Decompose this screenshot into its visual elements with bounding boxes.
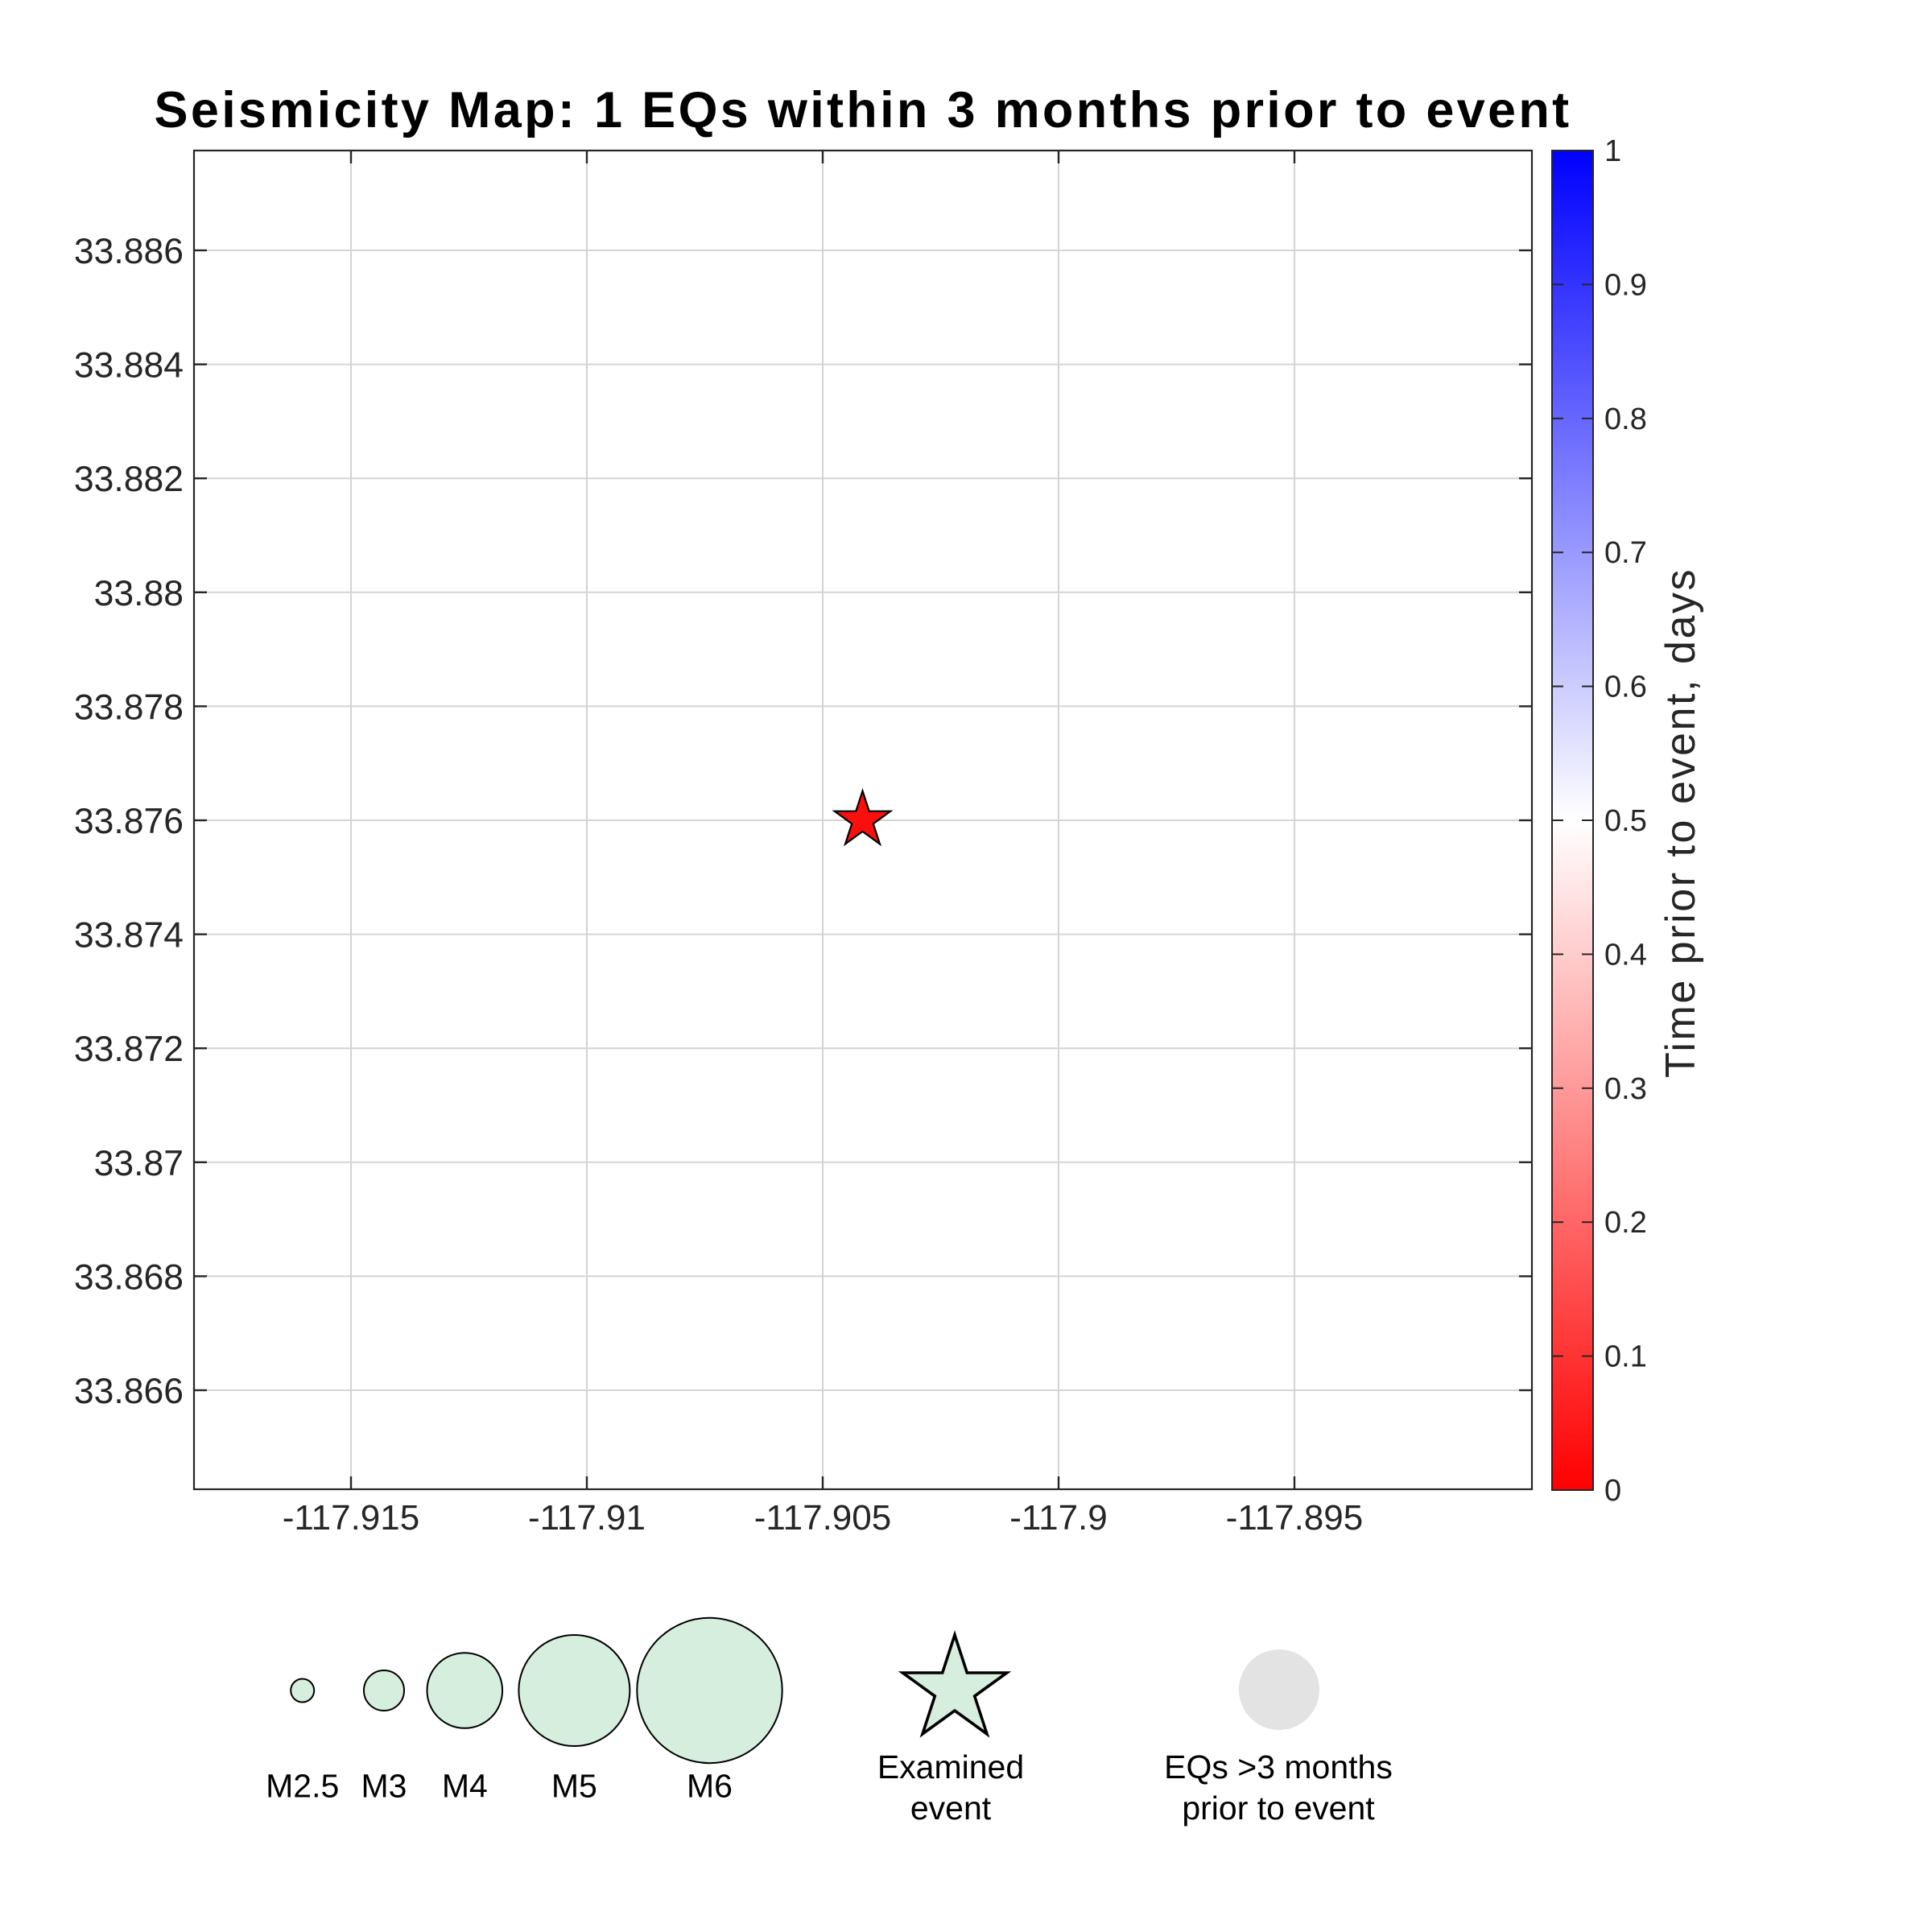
svg-text:M3: M3 [361, 1768, 407, 1805]
svg-text:0.9: 0.9 [1604, 268, 1647, 302]
svg-text:33.872: 33.872 [74, 1030, 184, 1069]
svg-text:M6: M6 [687, 1768, 733, 1805]
svg-text:33.87: 33.87 [94, 1144, 184, 1183]
svg-text:1: 1 [1604, 134, 1621, 168]
svg-text:0.3: 0.3 [1604, 1072, 1647, 1106]
svg-text:-117.895: -117.895 [1226, 1498, 1363, 1538]
svg-text:-117.9: -117.9 [1009, 1498, 1108, 1538]
svg-text:-117.91: -117.91 [528, 1498, 646, 1538]
svg-text:event: event [910, 1790, 992, 1827]
svg-text:Seismicity Map: 1 EQs within 3: Seismicity Map: 1 EQs within 3 months pr… [155, 82, 1572, 138]
svg-text:33.868: 33.868 [74, 1257, 184, 1297]
svg-text:33.884: 33.884 [74, 346, 184, 386]
svg-text:0.1: 0.1 [1604, 1340, 1647, 1374]
svg-text:prior to event: prior to event [1182, 1790, 1375, 1827]
svg-text:0.8: 0.8 [1604, 402, 1647, 436]
svg-text:0.6: 0.6 [1604, 671, 1647, 704]
svg-text:M5: M5 [551, 1768, 597, 1805]
svg-text:EQs >3 months: EQs >3 months [1164, 1748, 1393, 1785]
svg-text:0.2: 0.2 [1604, 1206, 1647, 1240]
svg-text:0.7: 0.7 [1604, 536, 1647, 570]
svg-text:33.874: 33.874 [74, 916, 184, 956]
svg-text:0.5: 0.5 [1604, 804, 1647, 838]
svg-text:0: 0 [1604, 1474, 1621, 1508]
svg-text:33.878: 33.878 [74, 687, 184, 727]
svg-text:-117.905: -117.905 [754, 1498, 891, 1538]
svg-text:33.866: 33.866 [74, 1372, 184, 1411]
svg-text:M4: M4 [442, 1768, 488, 1805]
svg-text:33.882: 33.882 [74, 460, 184, 499]
svg-text:33.88: 33.88 [94, 574, 184, 613]
svg-text:33.876: 33.876 [74, 802, 184, 841]
svg-text:-117.915: -117.915 [283, 1498, 419, 1538]
svg-text:Examined: Examined [877, 1748, 1024, 1785]
svg-text:M2.5: M2.5 [266, 1768, 339, 1805]
svg-text:33.886: 33.886 [74, 232, 184, 271]
svg-text:0.4: 0.4 [1604, 938, 1647, 972]
svg-text:Time prior to event, days: Time prior to event, days [1657, 568, 1704, 1078]
